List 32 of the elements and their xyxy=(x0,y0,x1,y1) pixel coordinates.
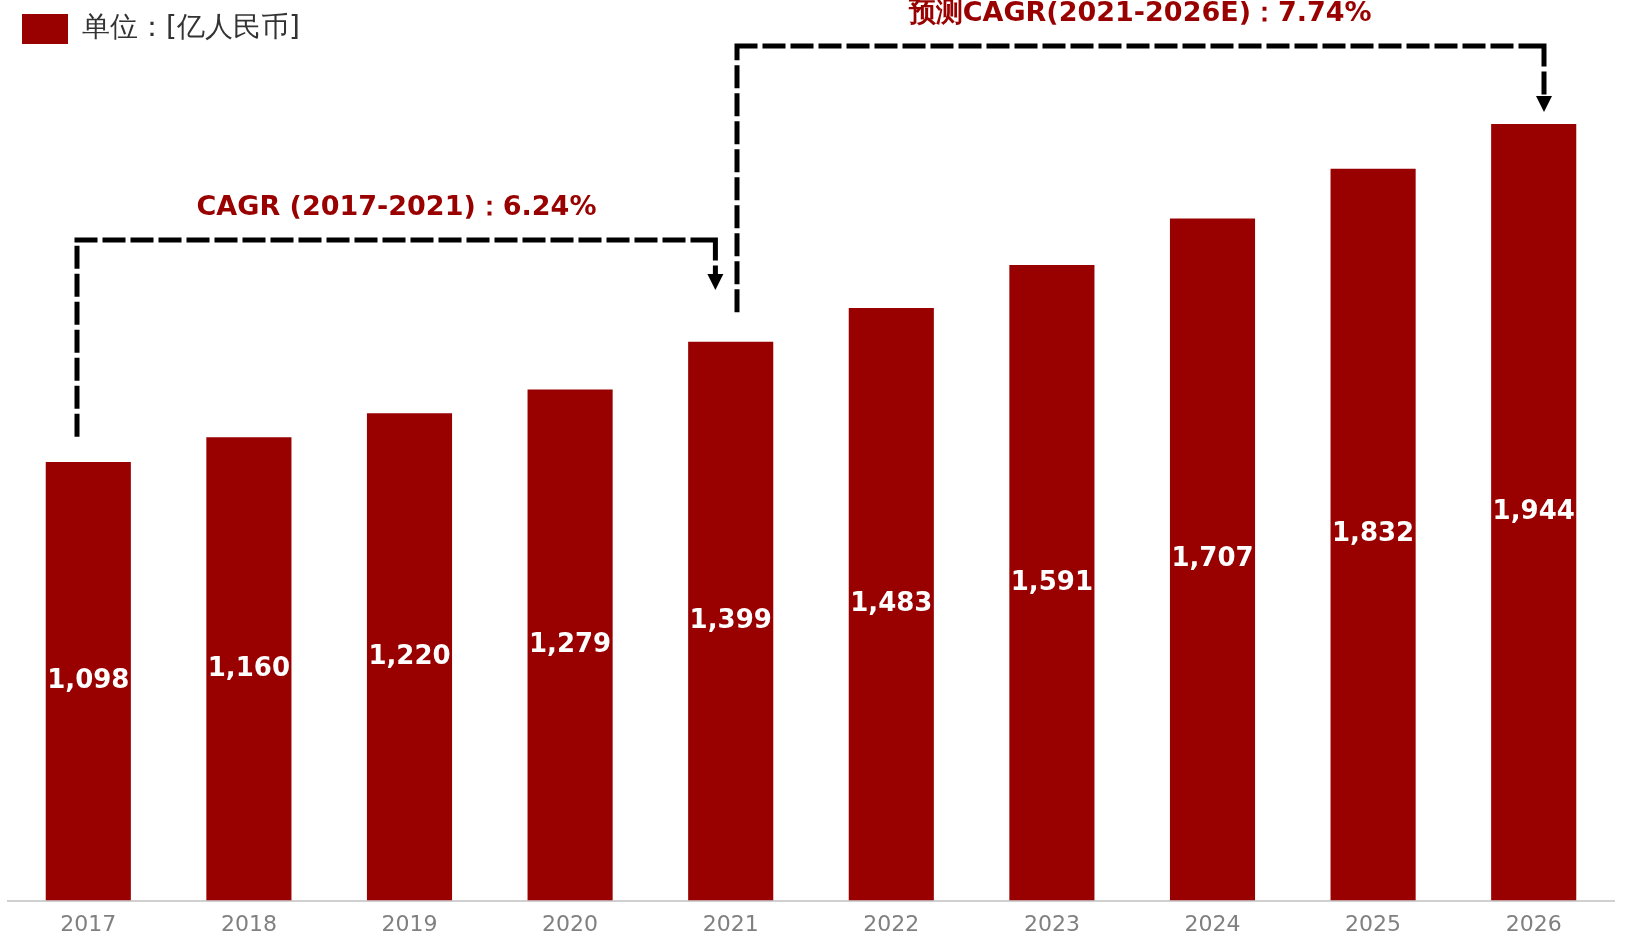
data-label: 1,832 xyxy=(1331,517,1415,548)
bar xyxy=(45,461,131,901)
bar xyxy=(688,341,774,901)
bar xyxy=(1491,123,1577,901)
annotation: CAGR (2017-2021)：6.24% xyxy=(196,188,597,223)
bar xyxy=(366,413,453,901)
bar xyxy=(1330,168,1416,901)
x-tick-label: 2023 xyxy=(1023,910,1080,936)
x-tick-label: 2025 xyxy=(1345,910,1402,936)
legend-label: 单位：[亿人民币] xyxy=(82,10,300,44)
x-tick-label: 2020 xyxy=(542,910,599,936)
data-label: 1,399 xyxy=(689,603,772,634)
data-label: 1,098 xyxy=(47,664,130,694)
data-label: 1,944 xyxy=(1492,495,1575,525)
data-label: 1,591 xyxy=(1010,565,1094,596)
x-tick-label: 2026 xyxy=(1505,910,1562,936)
bar xyxy=(527,389,613,901)
data-label: 1,220 xyxy=(368,639,451,670)
data-label: 1,279 xyxy=(528,627,612,658)
data-label: 1,707 xyxy=(1171,542,1254,573)
data-label: 1,483 xyxy=(850,587,933,618)
x-tick-label: 2024 xyxy=(1184,910,1241,936)
bar xyxy=(1169,218,1256,901)
data-label: 1,160 xyxy=(207,651,291,682)
x-tick-label: 2018 xyxy=(220,910,277,936)
bar xyxy=(848,308,934,901)
x-tick-label: 2019 xyxy=(381,910,438,936)
bar xyxy=(1009,264,1095,901)
x-tick-label: 2021 xyxy=(702,910,759,936)
x-tick-label: 2022 xyxy=(863,910,920,936)
x-tick-label: 2017 xyxy=(60,910,117,936)
bar xyxy=(206,437,292,901)
